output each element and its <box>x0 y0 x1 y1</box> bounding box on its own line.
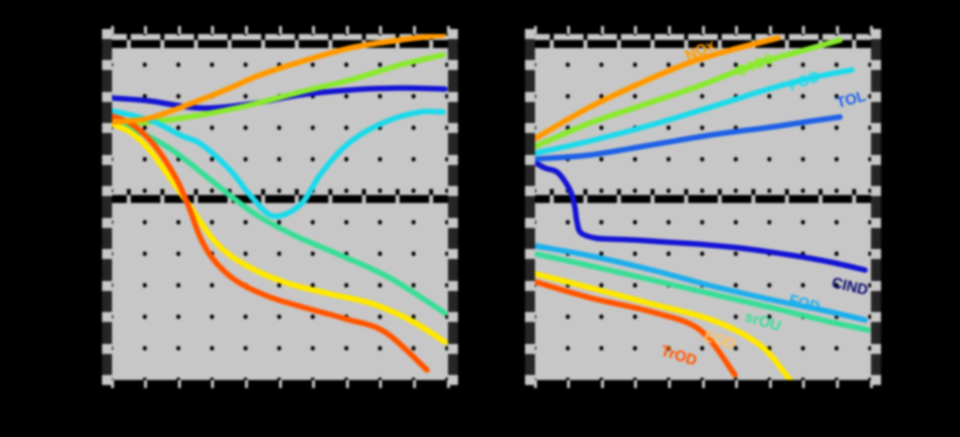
svg-text:TOL: TOL <box>835 88 868 112</box>
svg-text:C4O0: C4O0 <box>733 50 776 80</box>
svg-text:srOU: srOU <box>743 309 783 335</box>
svg-text:FOD: FOD <box>787 68 823 95</box>
svg-text:CIND: CIND <box>830 274 870 299</box>
svg-text:TrOD: TrOD <box>659 343 699 370</box>
